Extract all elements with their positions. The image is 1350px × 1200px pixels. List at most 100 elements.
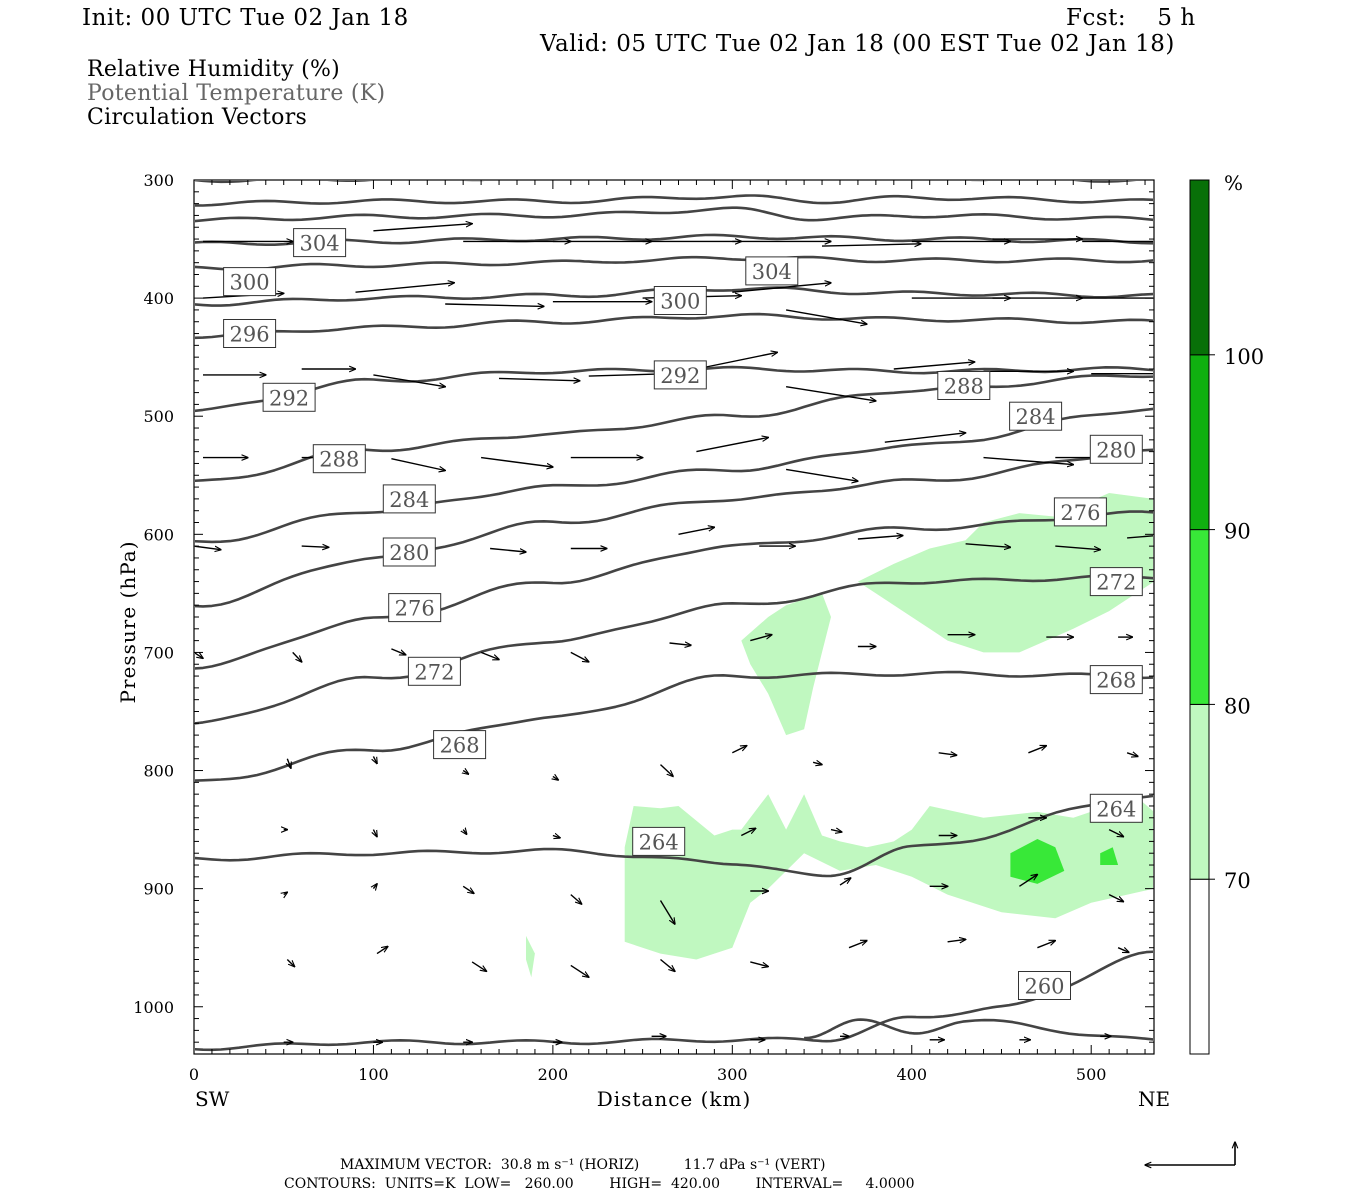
theta-line xyxy=(195,312,1153,340)
theta-labels: 304 304 300 300 296 292 292 288 288 284 284 280 280 2… xyxy=(223,228,1143,1000)
ne-end-label: NE xyxy=(1138,1087,1170,1111)
colorbar-label: 100 xyxy=(1224,345,1264,369)
vector-arrow xyxy=(965,543,1011,548)
theta-label-box xyxy=(262,382,316,412)
vector-arrow xyxy=(373,224,472,232)
vector-arrow xyxy=(1055,545,1100,550)
theta-label-box xyxy=(1089,434,1143,464)
theta-label: 264 xyxy=(1096,797,1136,821)
colorbar-unit: % xyxy=(1224,171,1243,195)
theta-line xyxy=(195,286,1153,307)
vector-arrow xyxy=(1108,828,1123,837)
vector-arrow xyxy=(750,635,772,642)
theta-label: 304 xyxy=(752,260,792,284)
vector-arrow xyxy=(1126,753,1138,757)
colorbar: 70 80 90 100% xyxy=(1189,171,1264,1055)
theta-label-box xyxy=(1089,567,1143,597)
theta-label-box xyxy=(382,484,436,514)
theta-label-box xyxy=(1089,793,1143,823)
y-tick-label: 400 xyxy=(143,289,174,308)
vector-arrow xyxy=(284,892,288,894)
vector-arrow xyxy=(821,244,921,246)
theta-label: 300 xyxy=(230,271,270,295)
contour-info: CONTOURS: UNITS=K LOW= 260.00 HIGH= 420.… xyxy=(284,1176,915,1192)
theta-label: 280 xyxy=(1096,438,1136,462)
theta-label-box xyxy=(653,286,707,315)
y-tick-label: 300 xyxy=(143,171,174,190)
circulation-vectors xyxy=(195,224,1153,1042)
vector-arrow xyxy=(812,762,822,764)
vector-arrow xyxy=(570,894,582,904)
vector-arrow xyxy=(355,283,455,293)
theta-label-box xyxy=(745,256,799,286)
colorbar-label: 80 xyxy=(1224,694,1251,718)
colorbar-segment xyxy=(1189,529,1210,705)
vector-arrow xyxy=(696,438,768,453)
vector-arrow xyxy=(669,643,692,645)
vector-arrow xyxy=(857,536,903,540)
theta-line xyxy=(195,448,1153,608)
theta-line xyxy=(804,1018,1153,1041)
vector-arrow xyxy=(301,546,329,547)
vector-arrow xyxy=(732,283,831,293)
x-tick-label: 500 xyxy=(1076,1065,1107,1084)
theta-line xyxy=(195,794,1153,878)
vector-arrow xyxy=(785,468,858,481)
theta-label: 272 xyxy=(414,660,454,684)
vector-arrow xyxy=(660,764,674,777)
theta-label: 284 xyxy=(389,488,429,512)
theta-label-box xyxy=(1009,401,1063,431)
vector-arrow xyxy=(947,939,966,941)
colorbar-label: 90 xyxy=(1224,520,1251,544)
colorbar-label: 70 xyxy=(1224,869,1251,893)
x-tick-label: 400 xyxy=(896,1065,927,1084)
y-tick-label: 600 xyxy=(143,525,174,544)
theta-label: 272 xyxy=(1096,571,1136,595)
vector-arrow xyxy=(785,309,867,324)
rh-70-region xyxy=(624,794,1153,960)
valid-time: Valid: 05 UTC Tue 02 Jan 18 (00 EST Tue … xyxy=(540,31,1175,57)
vector-arrow xyxy=(659,900,675,925)
vector-arrow xyxy=(471,961,486,971)
theta-label: 296 xyxy=(230,323,270,347)
vector-arrow xyxy=(570,964,589,977)
theta-label-box xyxy=(293,228,347,258)
vector-arrow xyxy=(490,547,526,553)
vector-arrow xyxy=(552,836,560,838)
theta-label: 288 xyxy=(319,448,359,472)
rh-shading xyxy=(526,493,1153,978)
vector-arrow xyxy=(830,830,842,832)
theta-label: 260 xyxy=(1024,975,1064,999)
vector-arrow xyxy=(570,651,589,662)
vector-arrow xyxy=(785,386,876,401)
theta-label: 300 xyxy=(660,290,700,314)
theta-label-box xyxy=(632,826,686,856)
rh-90-region xyxy=(1010,839,1065,884)
vector-arrow xyxy=(480,651,499,659)
vector-arrow xyxy=(373,829,377,837)
legend-vectors: Circulation Vectors xyxy=(87,105,308,130)
x-tick-label: 100 xyxy=(358,1065,389,1084)
y-tick-label: 900 xyxy=(143,880,174,899)
vector-arrow xyxy=(848,941,867,949)
theta-label: 292 xyxy=(269,386,309,410)
vector-arrow xyxy=(1127,535,1153,539)
theta-label-box xyxy=(223,319,277,348)
theta-label: 268 xyxy=(1096,669,1136,693)
theta-label: 304 xyxy=(300,232,340,256)
colorbar-segment xyxy=(1189,354,1210,531)
legend-rh: Relative Humidity (%) xyxy=(87,57,341,82)
theta-label: 280 xyxy=(389,541,429,565)
x-axis-label: Distance (km) xyxy=(597,1087,752,1111)
vector-arrow xyxy=(678,527,715,535)
theta-label: 276 xyxy=(1060,501,1100,525)
vector-arrow xyxy=(1019,875,1037,887)
vector-arrow xyxy=(660,958,675,972)
axis-ticks: 0 100 200 300 400 500 300 400 500 600 700 800 900 100… xyxy=(133,171,1154,1084)
colorbar-segment xyxy=(1189,703,1210,880)
vector-arrow xyxy=(553,776,558,780)
theta-line xyxy=(195,670,1153,782)
vector-arrow xyxy=(463,830,467,835)
vector-arrow xyxy=(983,456,1074,465)
